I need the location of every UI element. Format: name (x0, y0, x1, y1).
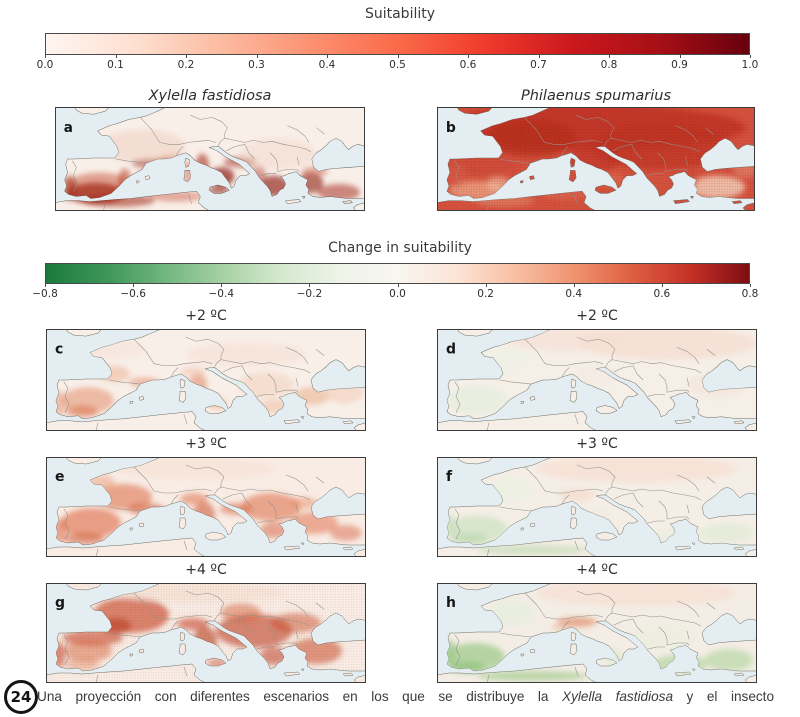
colorbar-tickmark (45, 55, 46, 58)
colorbar-tickmark (661, 284, 663, 287)
colorbar-tick-label: −0.2 (296, 288, 323, 300)
map-panel-f: f (437, 457, 757, 557)
map-svg: a (55, 107, 365, 211)
map-panel-g: g (46, 583, 366, 683)
caption-text: Una proyección con diferentes escenarios… (37, 689, 563, 704)
colorbar-tickmark (485, 284, 487, 287)
colorbar-tickmark (750, 55, 751, 58)
colorbar-tick-label: −0.4 (208, 288, 235, 300)
panel-letter-label: h (446, 595, 456, 611)
panel-title-a: Xylella fastidiosa (148, 88, 272, 104)
colorbar-tickmark (468, 55, 469, 58)
panel-letter-label: b (446, 120, 456, 136)
map-panel-a: a (55, 107, 365, 211)
figure-caption: Una proyección con diferentes escenarios… (37, 687, 774, 707)
colorbar-tickmark (309, 284, 311, 287)
map-svg: e (46, 457, 366, 557)
panel-letter-label: e (55, 469, 65, 485)
map-svg: d (437, 329, 757, 431)
colorbar-tick-label: 0.6 (653, 288, 671, 300)
colorbar-tickmark (256, 55, 258, 58)
suitability-colorbar (45, 33, 750, 55)
colorbar-tick-label: 0.2 (477, 288, 494, 300)
colorbar-tickmark (679, 55, 681, 58)
colorbar-tick-label: 0.4 (318, 59, 336, 71)
colorbar-tickmark (115, 55, 117, 58)
panel-title-d: +2 ºC (576, 308, 618, 324)
colorbar-tickmark (133, 284, 135, 287)
colorbar-tickmark (397, 55, 399, 58)
colorbar-tick-label: 0.7 (530, 59, 547, 71)
panel-title-c: +2 ºC (185, 308, 227, 324)
colorbar-tickmark (573, 284, 575, 287)
colorbar-tick-label: 0.6 (459, 59, 477, 71)
colorbar-tick-label: 0.3 (248, 59, 265, 71)
map-svg: h (437, 583, 757, 683)
colorbar-tick-label: 0.2 (177, 59, 195, 71)
colorbar-tick-label: 0.1 (107, 59, 124, 71)
panel-title-f: +3 ºC (576, 436, 618, 452)
colorbar-tick-label: 0.4 (565, 288, 583, 300)
colorbar-tickmark (221, 284, 223, 287)
colorbar-tickmark (538, 55, 540, 58)
colorbar-tickmark (397, 284, 399, 287)
map-panel-b: b (437, 107, 755, 211)
colorbar-tick-label: 0.9 (671, 59, 688, 71)
change-colorbar-title: Change in suitability (328, 240, 472, 256)
colorbar-tickmark (186, 55, 187, 58)
page-number-badge: 24 (4, 680, 38, 714)
colorbar-tick-label: 0.8 (741, 288, 759, 300)
colorbar-tick-label: −0.6 (120, 288, 146, 300)
caption-species-name: Xylella fastidiosa (562, 689, 674, 704)
colorbar-tick-label: 0.0 (36, 59, 54, 71)
panel-letter-label: g (55, 595, 65, 611)
colorbar-tick-label: 0.0 (389, 288, 406, 300)
colorbar-tickmark (609, 55, 610, 58)
panel-title-e: +3 ºC (185, 436, 227, 452)
colorbar-tickmark (327, 55, 328, 58)
map-panel-c: c (46, 329, 366, 431)
panel-title-h: +4 ºC (576, 562, 618, 578)
map-panel-e: e (46, 457, 366, 557)
panel-letter-label: f (446, 469, 453, 485)
panel-letter-label: d (446, 341, 456, 357)
colorbar-tick-label: −0.8 (32, 288, 58, 300)
colorbar-tick-label: 0.8 (600, 59, 618, 71)
map-panel-h: h (437, 583, 757, 683)
map-svg: g (46, 583, 366, 683)
caption-text: y el insecto (673, 689, 775, 704)
map-svg: b (437, 107, 755, 211)
map-svg: c (46, 329, 366, 431)
panel-title-g: +4 ºC (185, 562, 227, 578)
map-panel-d: d (437, 329, 757, 431)
map-svg: f (437, 457, 757, 557)
suitability-colorbar-ticks: 0.0 0.1 0.2 0.3 0.4 0.5 0.6 0.7 0.8 0.9 1.0 (37, 55, 758, 72)
colorbar-tickmark (45, 284, 46, 287)
colorbar-tick-label: 1.0 (741, 59, 759, 71)
change-colorbar (45, 263, 750, 284)
panel-letter-label: c (55, 341, 63, 357)
panel-letter-label: a (64, 120, 73, 137)
change-colorbar-ticks: −0.8 −0.6 −0.4 −0.2 0.0 0.2 0.4 0.6 0.8 (32, 284, 758, 301)
colorbar-tickmark (750, 284, 751, 287)
colorbar-tick-label: 0.5 (389, 59, 406, 71)
suitability-colorbar-title: Suitability (364, 6, 436, 22)
panel-title-b: Philaenus spumarius (520, 88, 672, 104)
